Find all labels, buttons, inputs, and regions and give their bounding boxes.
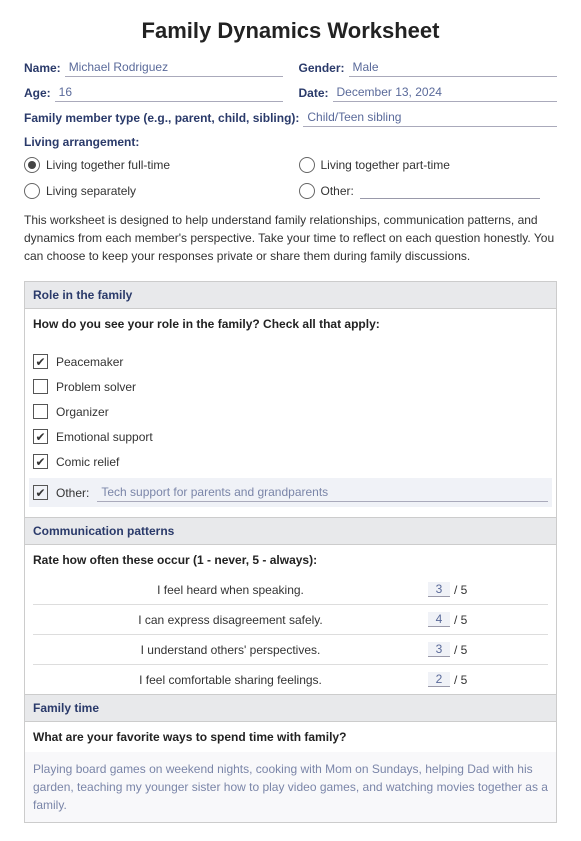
member-type-input[interactable] bbox=[303, 108, 557, 127]
checkbox-other-label: Other: bbox=[56, 486, 89, 500]
age-input[interactable] bbox=[55, 83, 283, 102]
rating-suffix: / 5 bbox=[454, 643, 467, 657]
worksheet-title: Family Dynamics Worksheet bbox=[24, 18, 557, 44]
checkbox-emotional-label: Emotional support bbox=[56, 430, 153, 444]
date-label: Date: bbox=[299, 86, 329, 100]
gender-input[interactable] bbox=[349, 58, 557, 77]
checkbox-organizer[interactable] bbox=[33, 404, 48, 419]
intro-text: This worksheet is designed to help under… bbox=[24, 211, 557, 265]
family-time-header: Family time bbox=[24, 695, 557, 721]
name-input[interactable] bbox=[65, 58, 283, 77]
rating-suffix: / 5 bbox=[454, 613, 467, 627]
checkbox-other[interactable]: ✔ bbox=[33, 485, 48, 500]
checkbox-emotional[interactable]: ✔ bbox=[33, 429, 48, 444]
rating-feelings-label: I feel comfortable sharing feelings. bbox=[33, 673, 428, 687]
comm-header: Communication patterns bbox=[24, 518, 557, 544]
checkbox-peacemaker-label: Peacemaker bbox=[56, 355, 123, 369]
rating-heard-label: I feel heard when speaking. bbox=[33, 583, 428, 597]
radio-living-other-label: Other: bbox=[321, 184, 354, 198]
checkbox-organizer-label: Organizer bbox=[56, 405, 109, 419]
radio-living-sep-label: Living separately bbox=[46, 184, 136, 198]
comm-question: Rate how often these occur (1 - never, 5… bbox=[24, 544, 557, 575]
family-time-answer[interactable]: Playing board games on weekend nights, c… bbox=[24, 752, 557, 823]
living-other-input[interactable] bbox=[360, 184, 540, 199]
radio-living-full-label: Living together full-time bbox=[46, 158, 170, 172]
radio-living-full[interactable] bbox=[24, 157, 40, 173]
checkbox-peacemaker[interactable]: ✔ bbox=[33, 354, 48, 369]
rating-understand-input[interactable] bbox=[428, 642, 450, 657]
date-input[interactable] bbox=[333, 83, 557, 102]
rating-heard-input[interactable] bbox=[428, 582, 450, 597]
rating-understand-label: I understand others' perspectives. bbox=[33, 643, 428, 657]
rating-disagree-label: I can express disagreement safely. bbox=[33, 613, 428, 627]
age-label: Age: bbox=[24, 86, 51, 100]
radio-living-part[interactable] bbox=[299, 157, 315, 173]
rating-disagree-input[interactable] bbox=[428, 612, 450, 627]
radio-living-sep[interactable] bbox=[24, 183, 40, 199]
role-header: Role in the family bbox=[24, 281, 557, 308]
checkbox-comic[interactable]: ✔ bbox=[33, 454, 48, 469]
rating-suffix: / 5 bbox=[454, 673, 467, 687]
radio-living-other[interactable] bbox=[299, 183, 315, 199]
family-time-question: What are your favorite ways to spend tim… bbox=[24, 721, 557, 752]
checkbox-problem-label: Problem solver bbox=[56, 380, 136, 394]
radio-living-part-label: Living together part-time bbox=[321, 158, 450, 172]
living-heading: Living arrangement: bbox=[24, 135, 557, 149]
role-question: How do you see your role in the family? … bbox=[24, 308, 557, 339]
role-other-input[interactable] bbox=[97, 483, 548, 502]
member-type-label: Family member type (e.g., parent, child,… bbox=[24, 111, 299, 125]
rating-feelings-input[interactable] bbox=[428, 672, 450, 687]
checkbox-comic-label: Comic relief bbox=[56, 455, 119, 469]
rating-suffix: / 5 bbox=[454, 583, 467, 597]
checkbox-problem[interactable] bbox=[33, 379, 48, 394]
name-label: Name: bbox=[24, 61, 61, 75]
gender-label: Gender: bbox=[299, 61, 345, 75]
